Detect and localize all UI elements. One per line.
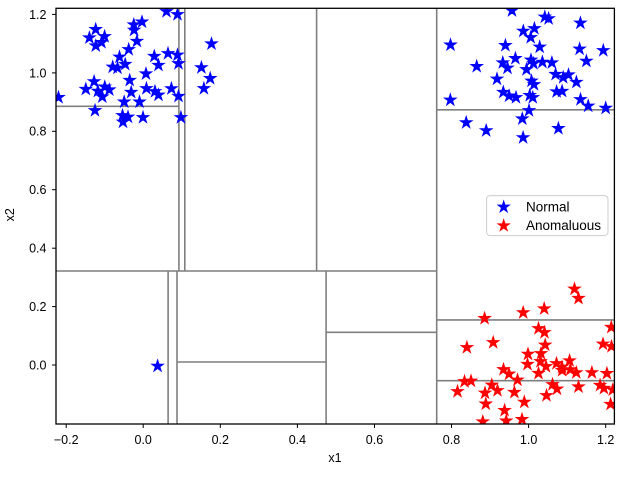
svg-text:x2: x2	[3, 208, 17, 221]
svg-text:0.8: 0.8	[443, 433, 460, 447]
svg-text:1.0: 1.0	[520, 433, 537, 447]
svg-text:x1: x1	[328, 451, 341, 465]
svg-text:0.0: 0.0	[29, 358, 46, 372]
svg-text:0.2: 0.2	[212, 433, 229, 447]
svg-text:Anomaluous: Anomaluous	[526, 218, 601, 233]
svg-text:0.4: 0.4	[289, 433, 306, 447]
svg-text:0.6: 0.6	[29, 183, 46, 197]
svg-text:0.2: 0.2	[29, 300, 46, 314]
svg-text:Normal: Normal	[526, 200, 570, 215]
svg-text:0.0: 0.0	[135, 433, 152, 447]
svg-text:1.0: 1.0	[29, 66, 46, 80]
svg-text:1.2: 1.2	[29, 8, 46, 22]
svg-text:0.6: 0.6	[366, 433, 383, 447]
svg-text:0.8: 0.8	[29, 125, 46, 139]
svg-text:0.4: 0.4	[29, 242, 46, 256]
svg-text:1.2: 1.2	[597, 433, 614, 447]
svg-text:−0.2: −0.2	[54, 433, 79, 447]
